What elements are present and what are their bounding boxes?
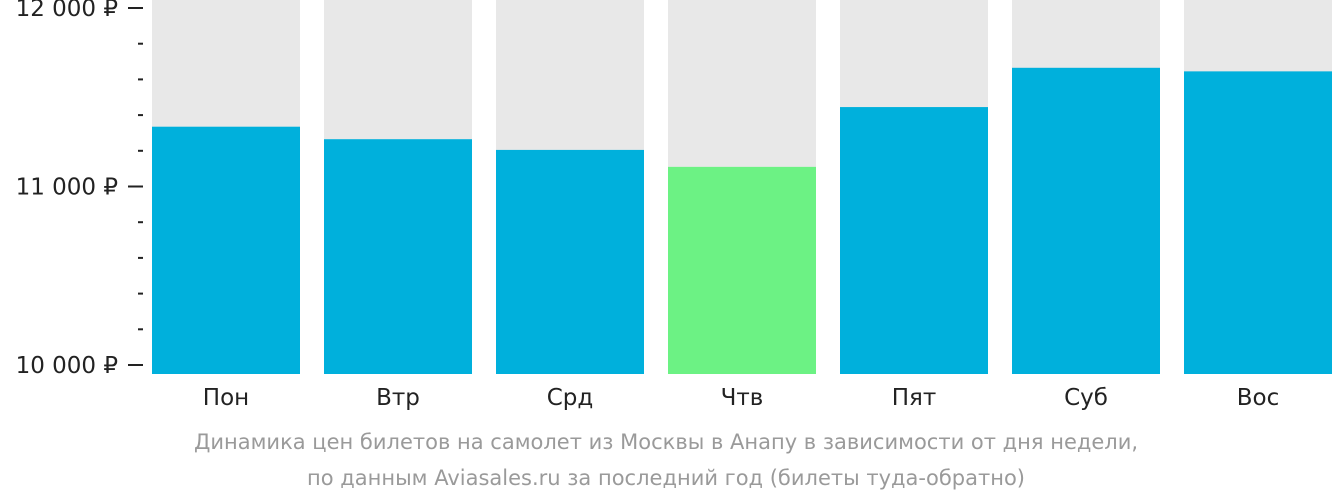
bar-5: [840, 107, 988, 374]
x-tick-label: Вос: [1237, 385, 1280, 411]
x-tick-label: Пят: [892, 385, 937, 411]
price-by-weekday-chart: 12 000 ₽ 11 000 ₽ 10 000 ₽ Пон Втр Срд Чтв Пят…: [16, 0, 1332, 411]
caption-line-1: Динамика цен билетов на самолет из Москв…: [193, 430, 1139, 454]
bar-2: [324, 139, 472, 374]
x-tick-label: Суб: [1064, 385, 1108, 411]
y-tick-label: 10 000 ₽: [16, 353, 118, 379]
x-tick-label: Срд: [547, 385, 594, 411]
bar-6: [1012, 67, 1160, 375]
x-tick-label: Чтв: [721, 385, 764, 411]
bar-4: [668, 166, 816, 374]
y-axis: 12 000 ₽ 11 000 ₽ 10 000 ₽: [16, 0, 143, 379]
y-tick-label: 11 000 ₽: [16, 175, 118, 201]
caption-line-2: по данным Aviasales.ru за последний год …: [307, 466, 1025, 490]
bar-7: [1184, 71, 1332, 375]
y-tick-label: 12 000 ₽: [16, 0, 118, 22]
bar-1: [152, 126, 300, 374]
chart-caption: Динамика цен билетов на самолет из Москв…: [0, 424, 1332, 496]
x-tick-label: Пон: [203, 385, 249, 411]
bars: [152, 67, 1332, 375]
x-axis: Пон Втр Срд Чтв Пят Суб Вос: [203, 385, 1279, 411]
bar-3: [496, 149, 644, 374]
x-tick-label: Втр: [376, 385, 420, 411]
